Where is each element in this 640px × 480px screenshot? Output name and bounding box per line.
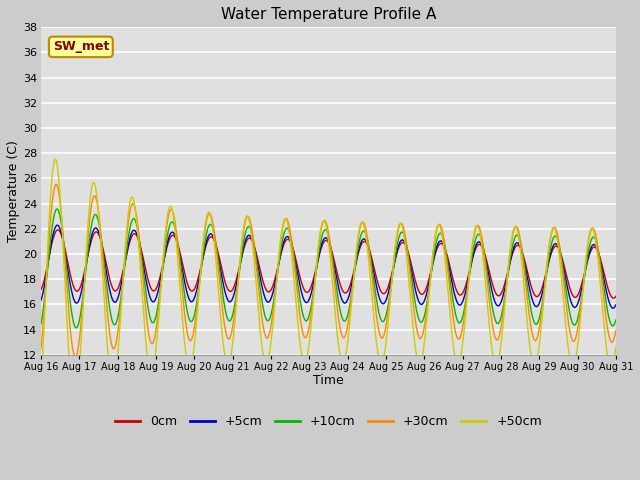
0cm [166,237,173,242]
+30cm [37,345,45,351]
Title: Water Temperature Profile A: Water Temperature Profile A [221,7,436,22]
+50cm [51,156,59,162]
+10cm [230,306,238,312]
+10cm [545,258,552,264]
Line: +30cm: +30cm [41,184,616,357]
Legend: 0cm, +5cm, +10cm, +30cm, +50cm: 0cm, +5cm, +10cm, +30cm, +50cm [110,410,547,433]
+10cm [494,321,502,326]
0cm [54,227,61,233]
+50cm [419,352,426,358]
0cm [152,287,159,293]
+50cm [612,344,620,350]
+50cm [152,348,159,354]
0cm [230,285,237,290]
Line: +5cm: +5cm [41,225,616,308]
+10cm [419,318,426,324]
Line: +10cm: +10cm [41,209,616,328]
+5cm [166,233,173,239]
0cm [612,293,620,299]
+5cm [544,262,552,268]
+30cm [545,250,552,256]
+5cm [230,293,237,299]
Line: +50cm: +50cm [41,159,616,400]
+5cm [493,303,501,309]
X-axis label: Time: Time [313,374,344,387]
+5cm [37,297,45,303]
0cm [37,287,45,292]
+30cm [494,336,502,342]
+30cm [152,329,159,335]
+5cm [609,305,617,311]
+50cm [166,204,173,210]
Y-axis label: Temperature (C): Temperature (C) [7,140,20,242]
Line: 0cm: 0cm [41,230,616,298]
0cm [419,291,426,297]
+10cm [37,321,45,326]
0cm [544,262,552,268]
+5cm [419,301,426,307]
+50cm [494,360,502,366]
0cm [493,292,501,298]
+30cm [419,332,426,337]
+30cm [72,354,79,360]
+50cm [70,397,78,403]
+5cm [612,302,620,308]
+30cm [230,314,238,320]
Text: SW_met: SW_met [52,40,109,53]
+10cm [53,206,61,212]
+30cm [612,328,620,334]
+10cm [152,314,159,320]
+5cm [152,297,159,302]
+50cm [37,381,45,386]
0cm [610,295,618,301]
+30cm [166,208,173,214]
+50cm [230,327,238,333]
+50cm [545,248,552,254]
+10cm [612,317,620,323]
+5cm [54,222,61,228]
+30cm [52,181,60,187]
+10cm [166,222,173,228]
+10cm [72,325,80,331]
